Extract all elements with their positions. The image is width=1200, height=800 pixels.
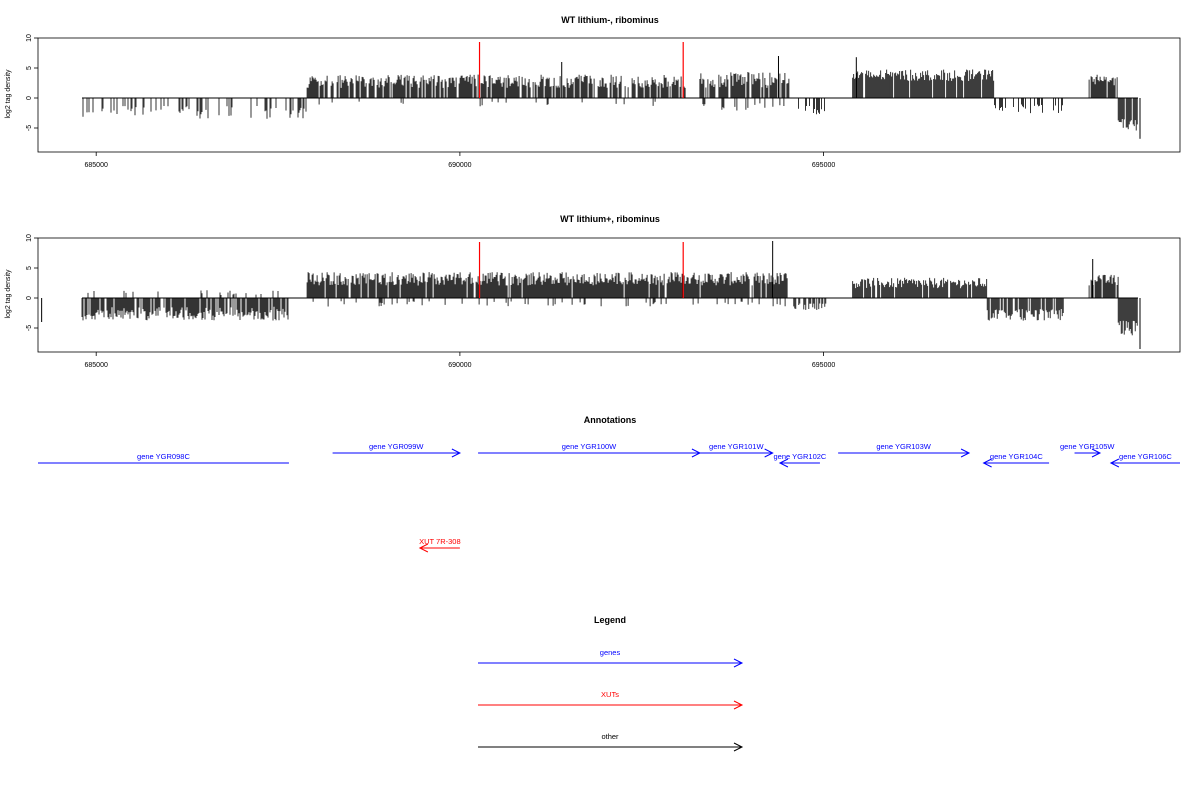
gene-label: gene YGR100W [562,442,617,451]
legend-label: other [601,732,619,741]
gene-arrow-head [778,458,789,468]
gene-label: gene YGR101W [709,442,764,451]
x-tick-label: 685000 [85,362,108,369]
track-title: WT lithium-, ribominus [561,15,659,25]
marker-lines [478,42,684,98]
x-tick-label: 695000 [812,362,835,369]
gene-label: gene YGR099W [369,442,424,451]
gene-label: gene YGR104C [990,452,1043,461]
plot-frame [37,37,1181,153]
x-axis: 685000 690000 695000 [85,152,835,169]
x-tick-label: 695000 [812,162,835,169]
gene-label: gene YGR098C [137,452,190,461]
xut-annotations: XUT 7R-308 [418,537,461,553]
y-axis: 10 5 0 -5 [26,34,38,131]
gene-arrow-head [764,448,774,458]
x-axis: 685000 690000 695000 [85,352,835,369]
gene-arrow-head [960,448,971,458]
gene-label: gene YGR103W [876,442,931,451]
track-title: WT lithium+, ribominus [560,214,660,224]
x-tick-label: 685000 [85,162,108,169]
xut-label: XUT 7R-308 [419,537,461,546]
legend-label: genes [600,648,621,657]
gene-label: gene YGR105W [1060,442,1115,451]
y-tick-label: 10 [26,34,33,42]
legend-label: XUTs [601,690,619,699]
y-tick-label: -5 [26,325,33,331]
bar-series [82,56,1141,139]
legend-items: genes XUTs other [478,648,744,752]
legend-arrow-head [733,742,744,752]
y-tick-label: 5 [26,66,33,70]
y-tick-label: 0 [26,96,33,100]
legend-title: Legend [594,615,626,625]
legend: Legend genes XUTs other [478,615,744,752]
y-axis-label: log2 tag density [5,269,12,319]
gene-arrow-head [1091,448,1102,458]
y-tick-label: 5 [26,266,33,270]
gene-label: gene YGR102C [774,452,827,461]
xut-arrow-head [418,543,429,553]
gene-label: gene YGR106C [1119,452,1172,461]
x-tick-label: 690000 [448,362,471,369]
plot-frame [37,237,1181,353]
bar-series [41,241,1141,349]
y-tick-label: -5 [26,125,33,131]
gene-arrow-head [1109,458,1120,468]
y-axis-label: log2 tag density [5,69,12,119]
gene-annotations: gene YGR098C gene YGR099W gene YGR100W gene… [38,442,1180,468]
y-tick-label: 10 [26,234,33,242]
marker-lines [478,242,684,298]
annotations-title: Annotations [584,415,637,425]
legend-arrow-head [733,658,744,668]
y-tick-label: 0 [26,296,33,300]
gene-arrow-head [982,458,992,468]
legend-arrow-head [733,700,744,710]
track-panel-lithium-plus: WT lithium+, ribominus log2 tag density … [5,214,1181,369]
y-axis: 10 5 0 -5 [26,234,38,331]
gene-arrow-head [451,448,462,458]
track-panel-lithium-minus: WT lithium-, ribominus log2 tag density … [5,15,1181,169]
x-tick-label: 690000 [448,162,471,169]
